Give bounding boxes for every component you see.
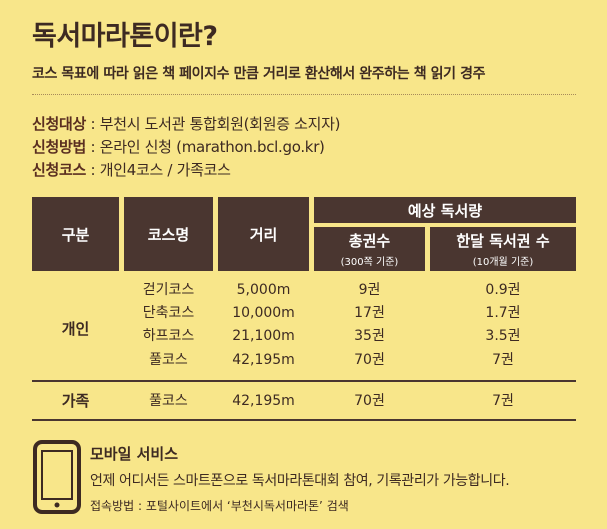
page-title: 독서마라톤이란? xyxy=(32,21,218,52)
info-target-label: 신청대상 xyxy=(32,115,87,133)
cell-distance: 5,000m xyxy=(236,282,291,298)
cell-total: 70권 xyxy=(354,352,385,368)
cell-monthly: 0.9권 xyxy=(485,282,521,298)
table-bottom-border xyxy=(32,419,576,421)
table-row: 풀코스 42,195m 70권 7권 xyxy=(32,349,576,372)
header-monthly-books: 한달 독서권 수 (10개월 기준) xyxy=(430,227,576,271)
mobile-service-description: 언제 어디서든 스마트폰으로 독서마라톤대회 참여, 기록관리가 가능합니다. xyxy=(90,473,510,489)
header-distance: 거리 xyxy=(218,197,309,271)
cell-distance: 10,000m xyxy=(232,305,295,321)
group-label-family: 가족 xyxy=(61,392,90,410)
group-label-personal: 개인 xyxy=(61,320,90,338)
cell-monthly: 3.5권 xyxy=(485,328,521,344)
header-monthly-books-note: (10개월 기준) xyxy=(472,257,534,268)
header-expected-reading: 예상 독서량 xyxy=(314,197,576,223)
table-row: 단축코스 10,000m 17권 1.7권 xyxy=(32,302,576,325)
header-total-books-note: (300쪽 기준) xyxy=(340,257,399,268)
cell-course: 걷기코스 xyxy=(142,282,195,298)
page-subtitle: 코스 목표에 따라 읽은 책 페이지수 만큼 거리로 환산해서 완주하는 책 읽… xyxy=(32,66,486,82)
header-monthly-books-label: 한달 독서권 수 xyxy=(456,232,550,250)
info-target: 신청대상 : 부천시 도서관 통합회원(회원증 소지자) xyxy=(32,113,341,134)
info-course: 신청코스 : 개인4코스 / 가족코스 xyxy=(32,159,231,180)
cell-monthly: 7권 xyxy=(492,352,514,368)
header-category: 구분 xyxy=(32,197,119,271)
table-separator xyxy=(32,380,576,382)
cell-course: 하프코스 xyxy=(142,328,195,344)
table-row: 걷기코스 5,000m 9권 0.9권 xyxy=(32,279,576,302)
cell-course: 풀코스 xyxy=(149,352,188,368)
info-method-value: : 온라인 신청 (marathon.bcl.go.kr) xyxy=(86,138,325,156)
cell-course: 풀코스 xyxy=(149,393,188,409)
info-method: 신청방법 : 온라인 신청 (marathon.bcl.go.kr) xyxy=(32,136,325,157)
cell-course: 단축코스 xyxy=(142,305,195,321)
smartphone-icon xyxy=(32,439,82,515)
cell-distance: 42,195m xyxy=(232,393,295,409)
cell-total: 9권 xyxy=(358,282,381,298)
header-total-books-label: 총권수 xyxy=(348,232,391,250)
table-row: 하프코스 21,100m 35권 3.5권 xyxy=(32,325,576,348)
divider xyxy=(32,94,576,95)
mobile-service-title: 모바일 서비스 xyxy=(90,445,179,463)
info-course-value: : 개인4코스 / 가족코스 xyxy=(86,161,231,179)
header-total-books: 총권수 (300쪽 기준) xyxy=(314,227,425,271)
table-row: 풀코스 42,195m 70권 7권 xyxy=(32,390,576,413)
header-course-name: 코스명 xyxy=(124,197,213,271)
cell-distance: 21,100m xyxy=(232,328,295,344)
info-target-value: : 부천시 도서관 통합회원(회원증 소지자) xyxy=(86,115,341,133)
cell-total: 17권 xyxy=(354,305,385,321)
cell-monthly: 1.7권 xyxy=(485,305,521,321)
cell-total: 35권 xyxy=(354,328,385,344)
cell-total: 70권 xyxy=(354,393,385,409)
info-course-label: 신청코스 xyxy=(32,161,87,179)
cell-monthly: 7권 xyxy=(492,393,514,409)
info-method-label: 신청방법 xyxy=(32,138,87,156)
cell-distance: 42,195m xyxy=(232,352,295,368)
mobile-service-access: 접속방법 : 포털사이트에서 ‘부천시독서마라톤’ 검색 xyxy=(90,499,349,513)
